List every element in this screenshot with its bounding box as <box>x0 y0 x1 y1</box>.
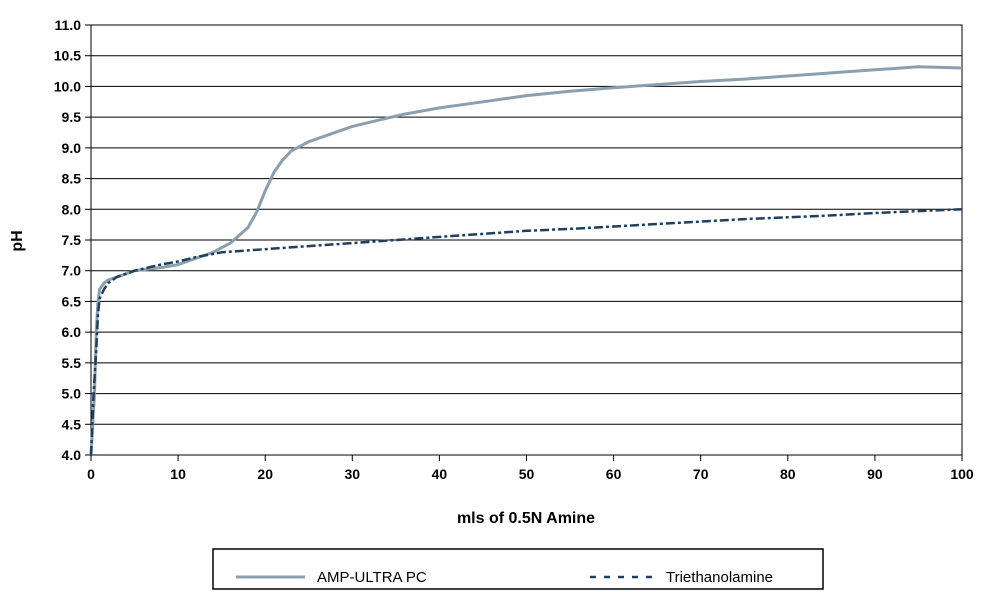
x-tick-label: 60 <box>606 466 622 482</box>
x-tick-label: 50 <box>519 466 535 482</box>
y-tick-label: 4.0 <box>62 447 82 463</box>
x-tick-label: 30 <box>345 466 361 482</box>
y-tick-label: 8.0 <box>62 201 82 217</box>
series-line-triethanolamine <box>89 208 963 456</box>
y-tick-label: 5.5 <box>62 355 82 371</box>
grid-layer <box>91 24 962 456</box>
y-tick-label: 4.5 <box>62 416 82 432</box>
x-tick-label: 90 <box>867 466 883 482</box>
legend-label-triethanolamine: Triethanolamine <box>666 569 773 586</box>
tick-layer: 4.0 4.5 5.0 5.5 6.0 6.5 7.0 7.5 8.0 8.5 9.0 9.5 10.0… <box>54 17 974 482</box>
y-tick-label: 8.5 <box>62 171 82 187</box>
series-layer <box>89 65 963 456</box>
x-tick-label: 80 <box>780 466 796 482</box>
x-tick-label: 10 <box>170 466 186 482</box>
x-tick-label: 0 <box>87 466 95 482</box>
y-tick-label: 5.0 <box>62 386 82 402</box>
x-tick-label: 20 <box>257 466 273 482</box>
y-tick-label: 9.0 <box>62 140 82 156</box>
y-tick-label: 6.5 <box>62 293 82 309</box>
y-tick-label: 10.0 <box>54 78 81 94</box>
series-line-amp-ultra-pc <box>89 65 963 456</box>
legend-label-amp-ultra-pc: AMP-ULTRA PC <box>317 569 427 586</box>
legend-box <box>212 548 824 590</box>
legend: AMP-ULTRA PC Triethanolamine <box>212 548 824 590</box>
y-tick-label: 7.0 <box>62 263 82 279</box>
y-tick-label: 10.5 <box>54 48 81 64</box>
y-tick-label: 11.0 <box>55 17 82 33</box>
y-tick-label: 7.5 <box>62 232 82 248</box>
x-tick-label: 100 <box>950 466 974 482</box>
x-axis-title: mls of 0.5N Amine <box>457 510 595 527</box>
y-axis-title: pH <box>9 230 26 251</box>
y-tick-label: 6.0 <box>62 324 82 340</box>
x-tick-label: 70 <box>693 466 709 482</box>
y-tick-label: 9.5 <box>62 109 82 125</box>
x-tick-label: 40 <box>432 466 448 482</box>
